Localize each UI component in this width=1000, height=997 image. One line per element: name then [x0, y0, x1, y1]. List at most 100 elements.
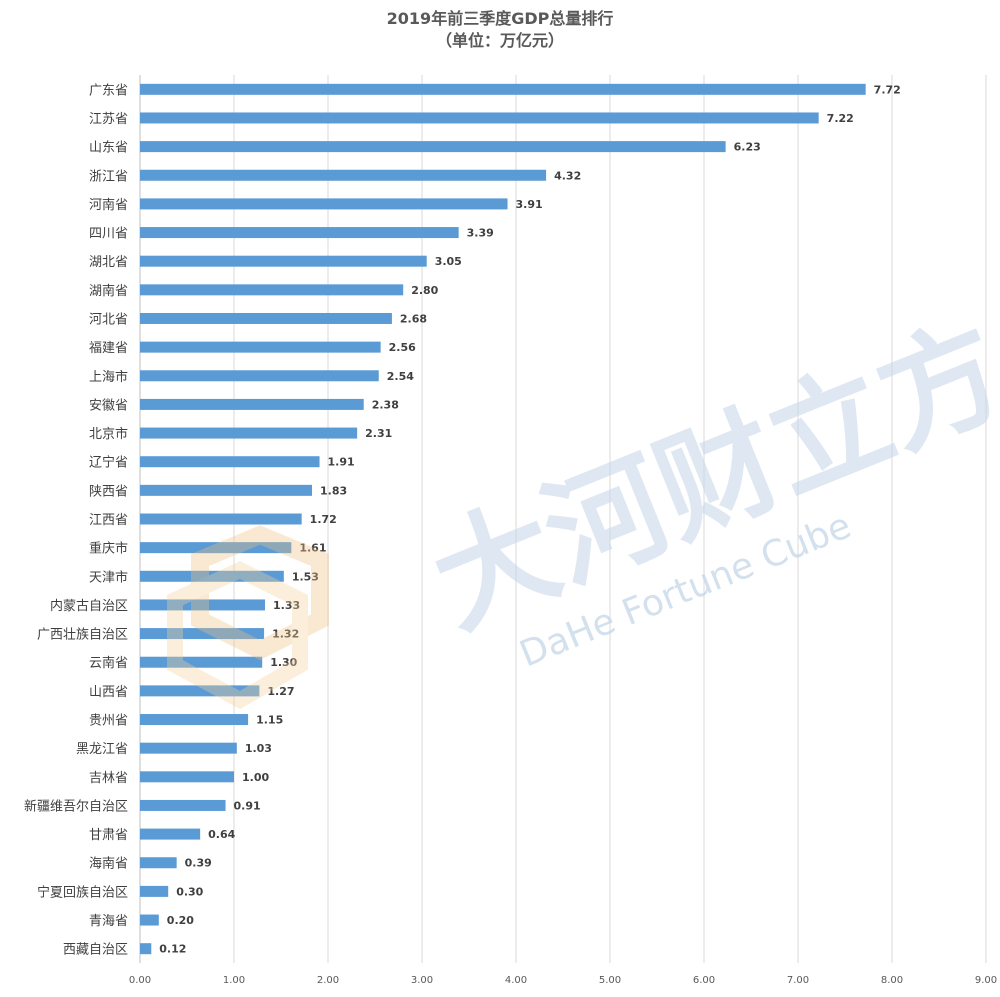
bar [140, 656, 263, 668]
category-label: 青海省 [89, 914, 128, 929]
data-label: 3.39 [467, 227, 494, 240]
bar [140, 198, 508, 210]
data-label: 0.91 [234, 799, 261, 812]
category-label: 上海市 [89, 369, 128, 385]
bar [140, 227, 459, 239]
bar [140, 284, 404, 296]
chart-title-block: 2019年前三季度GDP总量排行 （单位：万亿元） [0, 8, 1000, 52]
chart-subtitle: （单位：万亿元） [435, 31, 564, 50]
data-label: 0.30 [176, 885, 203, 898]
category-label: 内蒙古自治区 [50, 598, 128, 614]
bar [140, 370, 379, 382]
data-label: 2.31 [365, 427, 392, 440]
data-label: 1.15 [256, 714, 283, 727]
bar [140, 943, 152, 955]
data-label: 3.05 [435, 255, 462, 268]
x-tick-label: 8.00 [881, 975, 903, 986]
bar [140, 714, 249, 726]
category-label: 吉林省 [89, 771, 128, 786]
data-label: 0.39 [185, 857, 212, 870]
x-tick-label: 1.00 [223, 975, 245, 986]
bar [140, 169, 547, 181]
category-label: 浙江省 [89, 169, 128, 184]
category-label: 北京市 [89, 426, 128, 442]
category-label: 天津市 [89, 569, 128, 585]
bar [140, 885, 169, 897]
data-label: 0.12 [159, 943, 186, 956]
category-label: 湖南省 [89, 283, 128, 299]
data-label: 1.53 [292, 570, 319, 583]
data-label: 1.30 [270, 656, 297, 669]
data-label: 1.61 [299, 542, 326, 555]
data-label: 1.72 [310, 513, 337, 526]
category-label: 海南省 [89, 856, 128, 872]
bar [140, 427, 358, 439]
bar [140, 914, 159, 926]
x-tick-label: 7.00 [787, 975, 809, 986]
x-tick-label: 9.00 [975, 975, 997, 986]
category-label: 湖北省 [89, 255, 128, 270]
data-label: 7.72 [874, 83, 901, 96]
category-label: 黑龙江省 [76, 742, 128, 757]
x-tick-label: 5.00 [599, 975, 621, 986]
data-label: 0.64 [208, 828, 235, 841]
bar [140, 112, 819, 124]
data-label: 1.27 [267, 685, 294, 698]
chart-title: 2019年前三季度GDP总量排行 [386, 9, 614, 28]
data-label: 4.32 [554, 169, 581, 182]
data-label: 1.32 [272, 628, 299, 641]
bar [140, 857, 177, 869]
category-label: 河北省 [89, 312, 128, 327]
category-label: 甘肃省 [89, 828, 128, 843]
category-label: 云南省 [89, 655, 128, 671]
data-label: 2.68 [400, 312, 427, 325]
category-label: 广西壮族自治区 [37, 627, 128, 643]
category-label: 江西省 [89, 513, 128, 528]
category-label: 广东省 [89, 83, 128, 98]
category-label: 四川省 [89, 227, 128, 242]
bar [140, 570, 284, 582]
category-label: 辽宁省 [89, 455, 128, 471]
bar [140, 742, 237, 754]
data-label: 7.22 [827, 112, 854, 125]
data-label: 6.23 [734, 141, 761, 154]
bar [140, 542, 292, 554]
bar [140, 771, 234, 783]
category-label: 西藏自治区 [63, 943, 128, 958]
bar [140, 141, 726, 153]
bar [140, 484, 313, 496]
category-label: 安徽省 [89, 398, 128, 413]
x-tick-label: 4.00 [505, 975, 527, 986]
bar [140, 513, 302, 525]
data-label: 3.91 [516, 198, 543, 211]
category-label: 河南省 [89, 197, 128, 213]
bar [140, 599, 266, 611]
x-tick-label: 2.00 [317, 975, 339, 986]
data-label: 1.91 [328, 456, 355, 469]
data-label: 2.54 [387, 370, 414, 383]
bar [140, 341, 381, 353]
bar [140, 685, 260, 697]
data-label: 0.20 [167, 914, 194, 927]
bar [140, 828, 201, 840]
bar [140, 83, 866, 95]
category-label: 新疆维吾尔自治区 [24, 798, 128, 814]
category-label: 宁夏回族自治区 [37, 884, 128, 900]
category-label: 陕西省 [89, 484, 128, 499]
data-label: 1.33 [273, 599, 300, 612]
data-label: 2.56 [389, 341, 416, 354]
bar [140, 628, 265, 640]
category-label: 重庆市 [89, 541, 128, 557]
category-label: 山东省 [89, 141, 128, 156]
bar [140, 398, 364, 410]
data-label: 2.38 [372, 398, 399, 411]
category-label: 福建省 [89, 341, 128, 356]
bar [140, 456, 320, 468]
data-label: 2.80 [411, 284, 438, 297]
data-label: 1.00 [242, 771, 269, 784]
data-label: 1.03 [245, 742, 272, 755]
bar [140, 255, 427, 267]
bar [140, 799, 226, 811]
